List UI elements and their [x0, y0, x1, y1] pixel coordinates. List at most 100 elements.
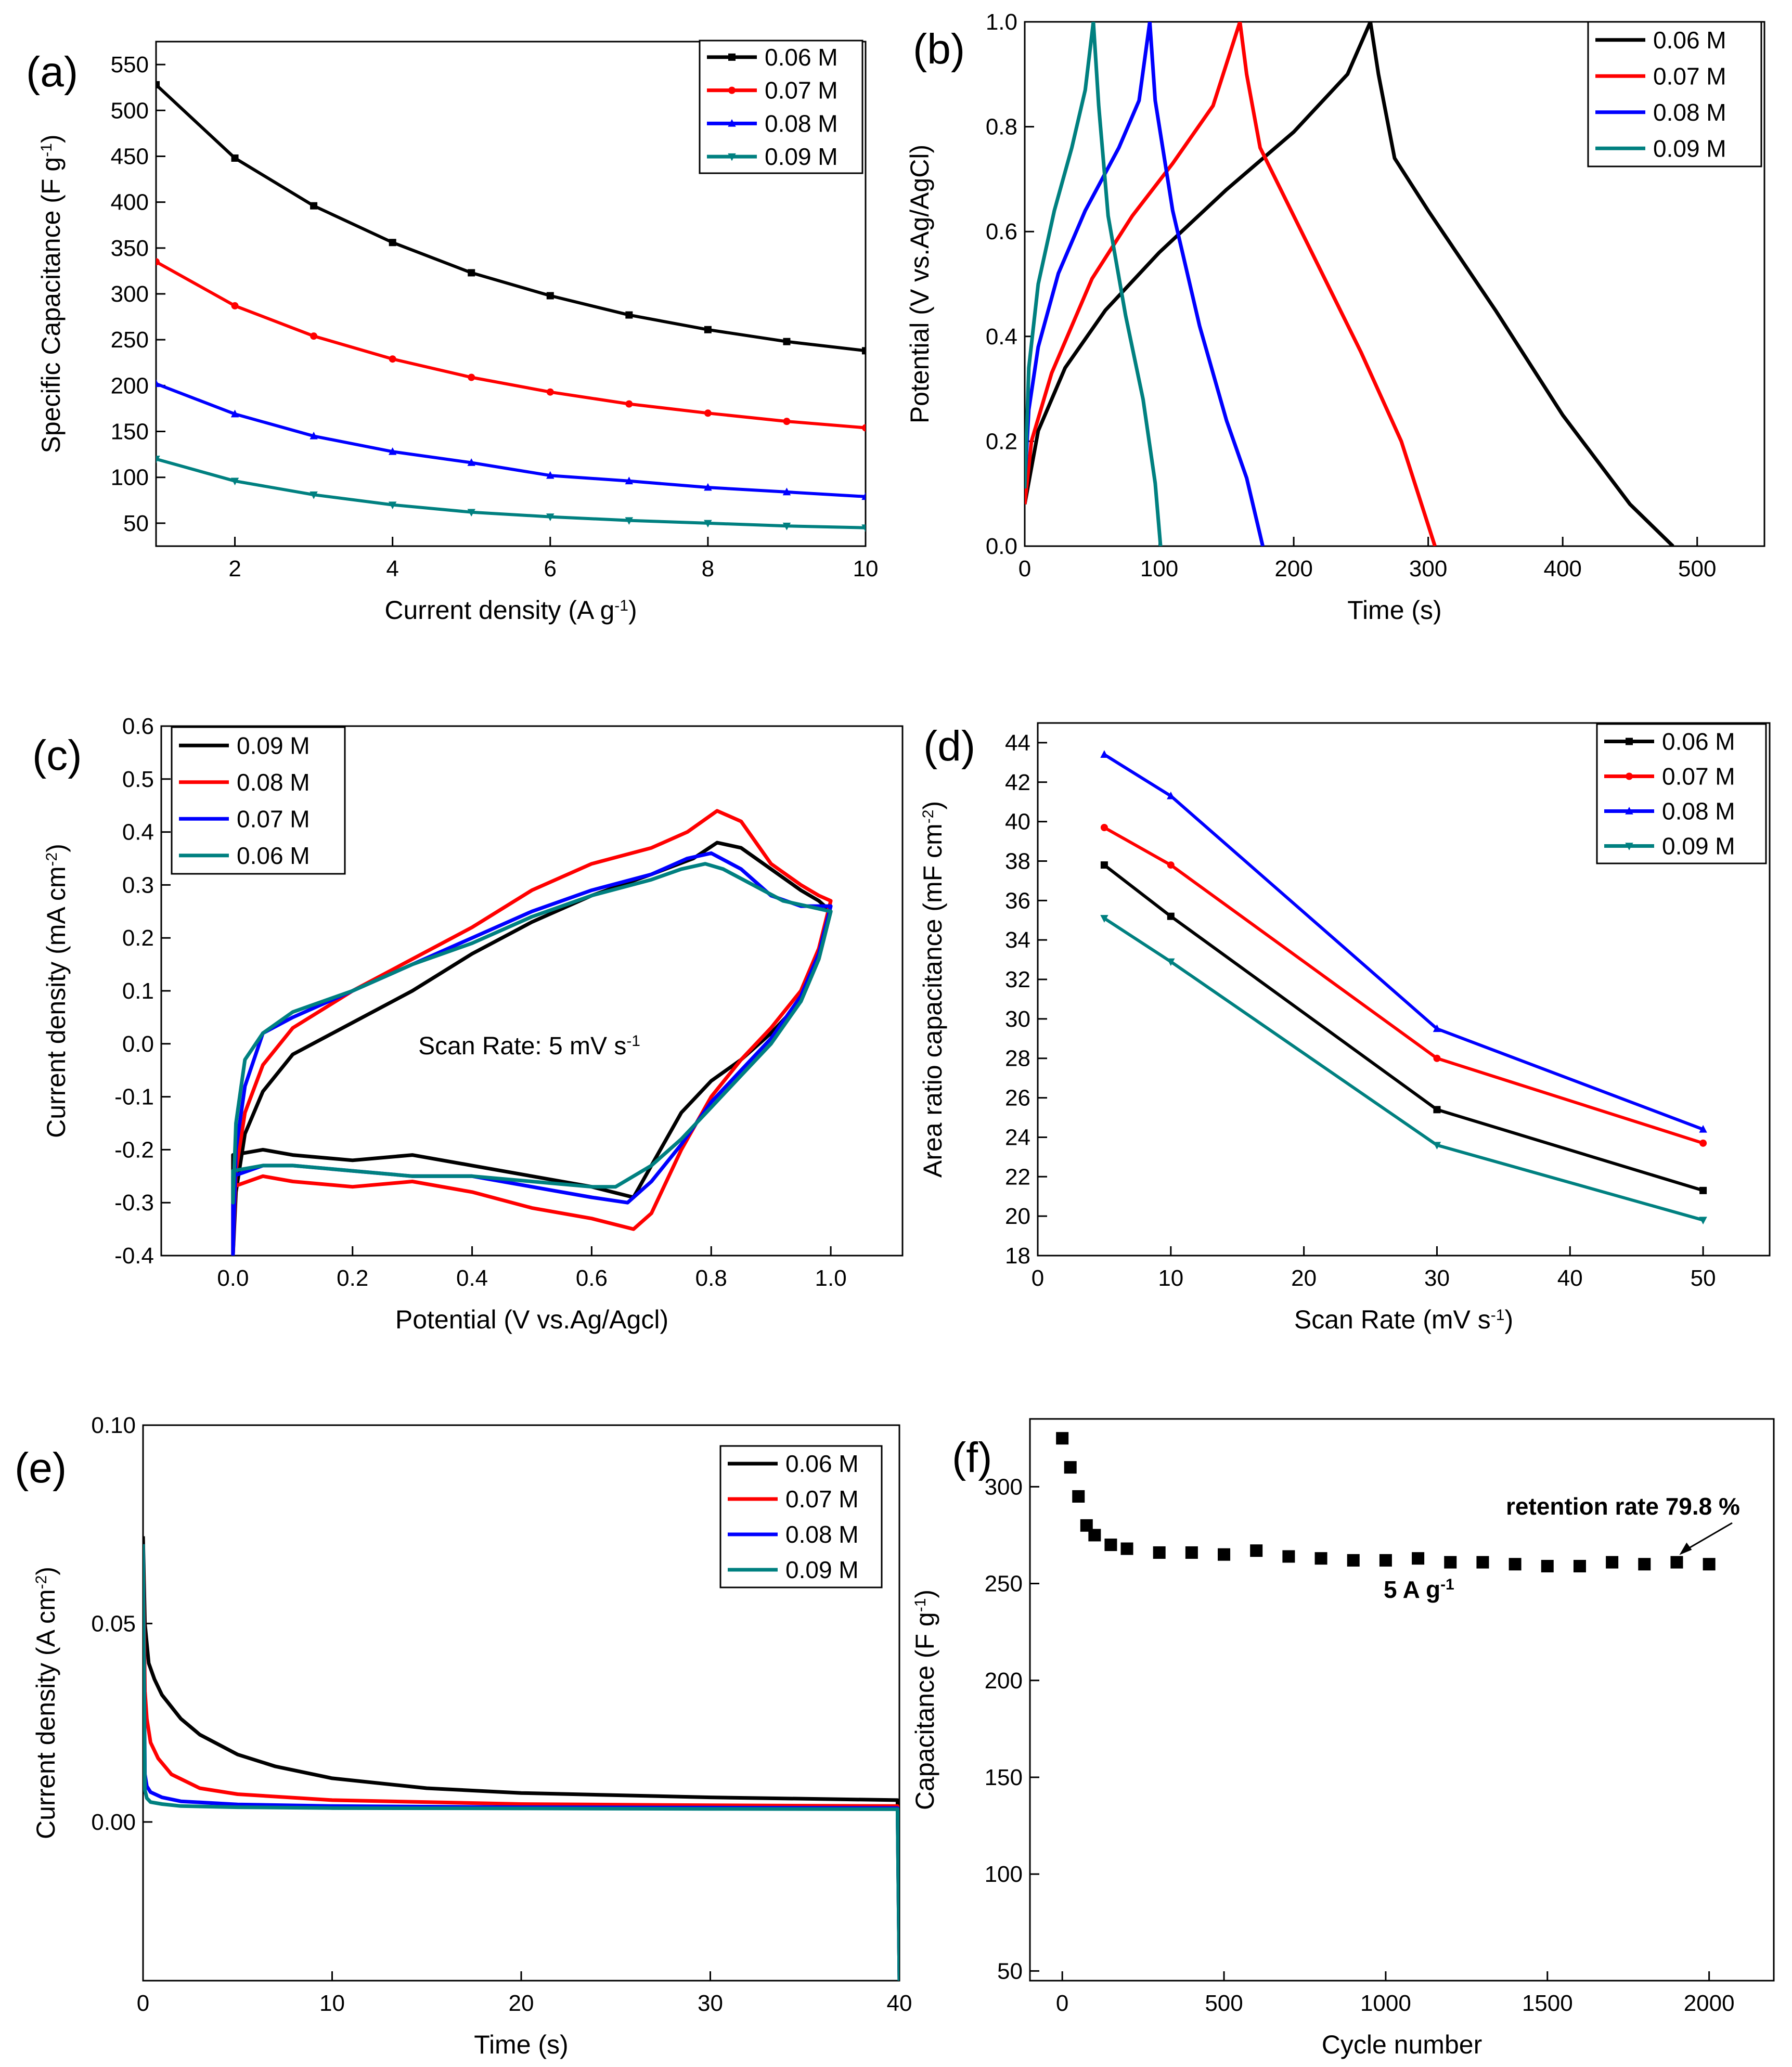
x-tick-label: 1.0 [815, 1265, 847, 1291]
y-axis-label: Current density (mA cm-2) [42, 844, 71, 1138]
y-tick-label: 0.4 [986, 324, 1017, 350]
y-axis-label: Capacitance (F g-1) [910, 1590, 939, 1810]
series-line [143, 1544, 899, 1981]
x-tick-label: 0.4 [456, 1265, 488, 1291]
x-axis-label: Time (s) [1347, 596, 1441, 625]
y-tick-label: 0.0 [122, 1031, 154, 1057]
y-tick-label: 0.6 [122, 714, 154, 739]
data-point [625, 311, 633, 319]
y-tick-label: 0.5 [122, 767, 154, 792]
y-tick-label: 550 [111, 52, 149, 77]
series-0.08-M [231, 809, 833, 1256]
series-line [156, 382, 866, 498]
plot-area [143, 1536, 899, 1981]
data-point [1100, 750, 1108, 758]
data-point [1699, 1186, 1707, 1194]
data-point [156, 456, 160, 463]
y-axis-label: Specific Capacitance (F g-1) [36, 134, 66, 453]
arrow-head-icon [1679, 1542, 1692, 1555]
data-point [1088, 1529, 1101, 1542]
data-point [862, 424, 866, 432]
data-point [1250, 1544, 1263, 1557]
legend: 0.06 M 0.07 M 0.08 M 0.09 M [699, 40, 863, 174]
data-point [231, 302, 239, 309]
data-point [1100, 861, 1108, 869]
legend-marker [1626, 772, 1633, 780]
data-point [468, 373, 475, 381]
y-tick-label: 22 [1005, 1164, 1030, 1190]
plot-frame-b [1024, 21, 1765, 547]
panel-f: 0 500 1000 1500 2000 50 100 150 200 250 300 Cycle n… [910, 1418, 1775, 2059]
data-point [783, 418, 791, 425]
x-tick-label: 0.0 [217, 1265, 249, 1291]
legend-marker [728, 53, 736, 61]
series-line [1103, 863, 1704, 1192]
legend-entry: 0.06 M [765, 44, 838, 71]
y-tick-label: 30 [1005, 1006, 1030, 1032]
data-point [1347, 1554, 1360, 1567]
series-0.06-M [143, 1536, 899, 1981]
x-tick-label: 100 [1140, 556, 1178, 582]
y-tick-label: 250 [111, 327, 149, 353]
y-tick-label: 0.3 [122, 872, 154, 898]
data-point [389, 239, 396, 247]
legend-box [1596, 723, 1767, 864]
legend-entry: 0.06 M [237, 842, 310, 869]
y-tick-label: -0.3 [114, 1190, 154, 1216]
data-point [1433, 1024, 1441, 1032]
retention-arrow [1682, 1522, 1733, 1553]
y-tick-label: 36 [1005, 888, 1030, 913]
y-tick-label: 26 [1005, 1086, 1030, 1111]
y-tick-label: 200 [111, 373, 149, 398]
data-point [1064, 1461, 1077, 1474]
x-tick-label: 200 [1274, 556, 1312, 582]
x-tick-label: 30 [698, 1991, 723, 2016]
y-tick-label: -0.1 [114, 1084, 154, 1110]
y-tick-label: 150 [985, 1765, 1023, 1790]
data-point [388, 447, 397, 455]
y-tick-label: -0.2 [114, 1137, 154, 1162]
y-tick-label: 20 [1005, 1204, 1030, 1229]
x-tick-label: 10 [319, 1991, 345, 2016]
x-tick-label: 8 [702, 556, 714, 582]
data-point [1167, 861, 1175, 869]
plot-area [231, 809, 833, 1256]
y-tick-label: 0.2 [986, 429, 1017, 454]
x-tick-label: 0 [137, 1991, 149, 2016]
data-point [1218, 1548, 1231, 1561]
legend-entry: 0.09 M [237, 732, 310, 759]
y-tick-label: 24 [1005, 1125, 1030, 1150]
x-tick-label: 500 [1205, 1991, 1243, 2016]
data-point [625, 476, 634, 485]
series-line [1103, 753, 1704, 1131]
series-0.09-M [143, 1544, 899, 1981]
data-point [1314, 1552, 1327, 1565]
data-point [1167, 912, 1175, 920]
plot-area [1025, 22, 1674, 546]
data-point [468, 269, 475, 277]
legend-entry: 0.08 M [1653, 99, 1726, 126]
x-tick-label: 4 [386, 556, 398, 582]
x-axis-label: Cycle number [1322, 2030, 1482, 2059]
y-tick-label: 0.6 [986, 219, 1017, 244]
y-tick-label: 450 [111, 144, 149, 169]
scan-rate-annotation: Scan Rate: 5 mV s-1 [418, 1032, 640, 1061]
panel-label: (f) [952, 1434, 992, 1481]
data-point [1379, 1554, 1392, 1567]
y-tick-label: 0.05 [91, 1611, 136, 1636]
legend-entry: 0.06 M [1653, 27, 1726, 54]
panel-label: (b) [913, 25, 965, 73]
y-tick-label: 100 [985, 1862, 1023, 1887]
y-tick-label: 0.8 [986, 114, 1017, 140]
data-point [1606, 1556, 1619, 1569]
series-0.09-M [1025, 22, 1163, 546]
rate-annotation: 5 A g-1 [1384, 1576, 1454, 1604]
y-tick-label: -0.4 [114, 1243, 154, 1269]
y-tick-label: 400 [111, 190, 149, 215]
data-point [1638, 1558, 1651, 1571]
y-tick-label: 44 [1005, 730, 1030, 756]
legend-marker [1625, 843, 1633, 850]
series-line [231, 862, 833, 1205]
legend-marker [728, 119, 736, 127]
